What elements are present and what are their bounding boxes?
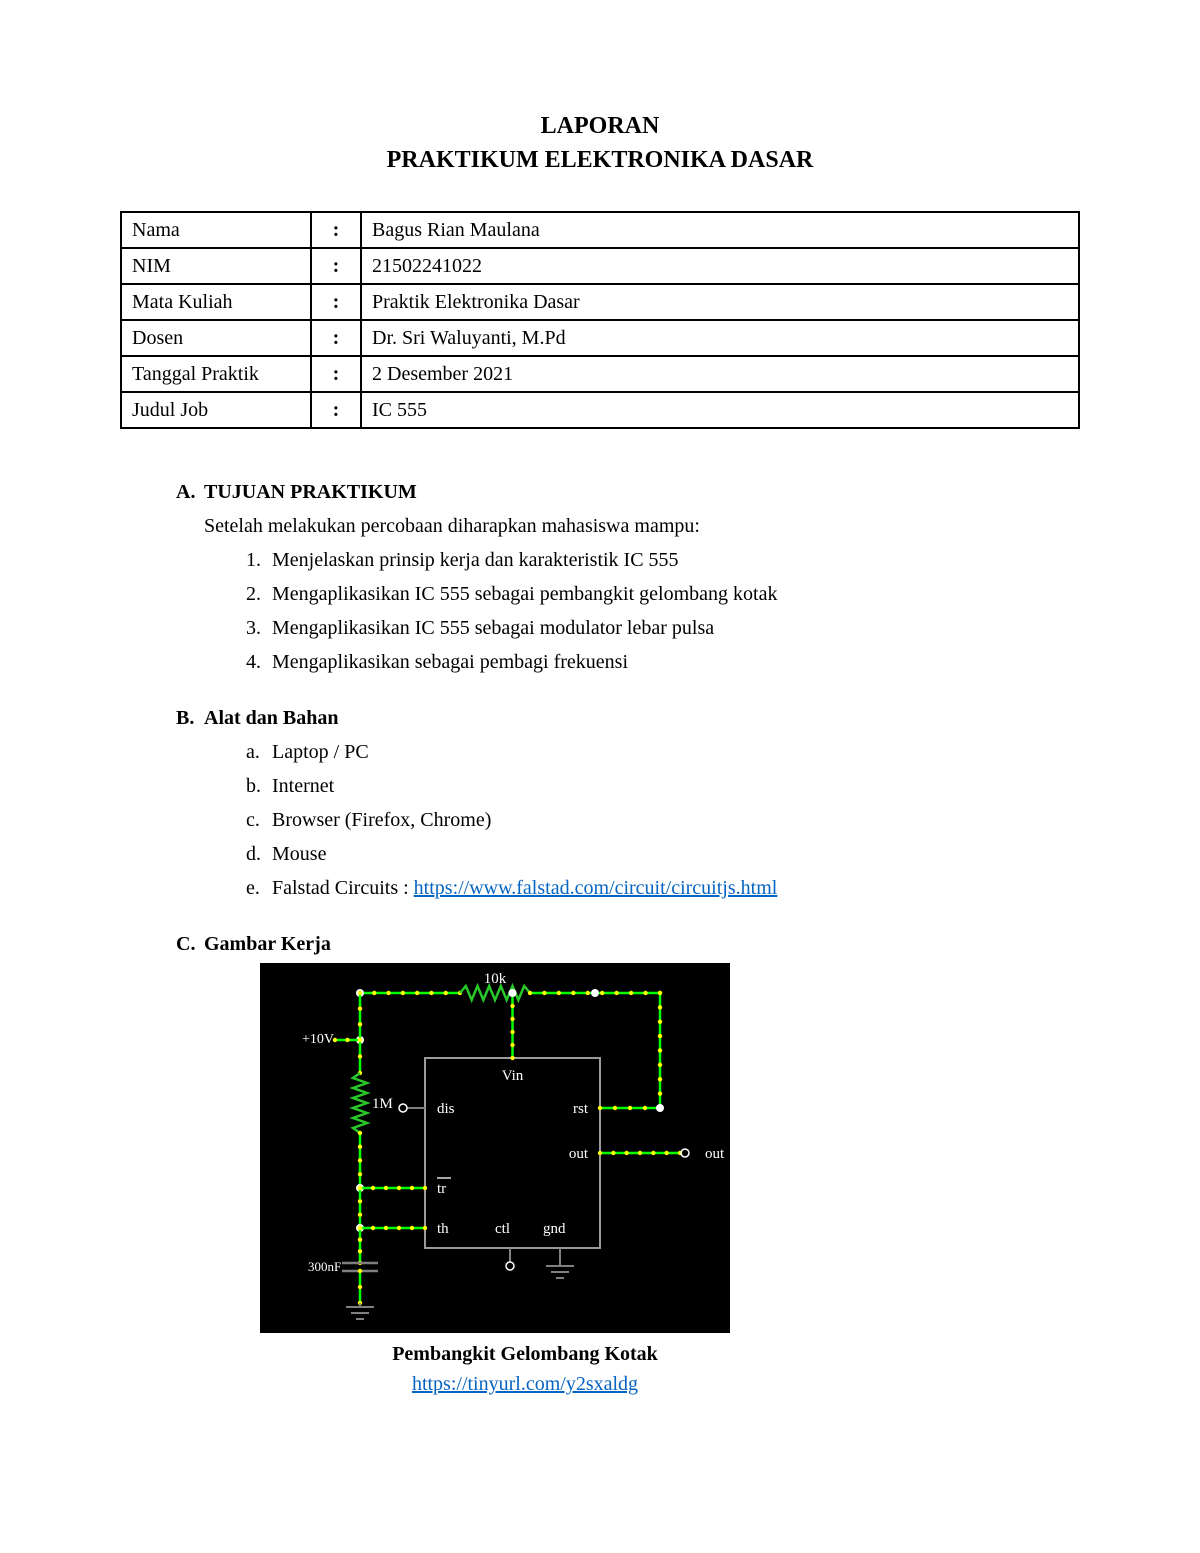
title-line-1: LAPORAN bbox=[120, 110, 1080, 144]
list-text: Falstad Circuits : bbox=[272, 877, 414, 899]
list-text: Mengaplikasikan sebagai pembagi frekuens… bbox=[272, 651, 628, 673]
section-title: TUJUAN PRAKTIKUM bbox=[204, 481, 417, 503]
list-text: Mouse bbox=[272, 843, 326, 865]
info-label: Nama bbox=[121, 212, 311, 248]
info-row: Dosen:Dr. Sri Waluyanti, M.Pd bbox=[121, 320, 1079, 356]
svg-text:ctl: ctl bbox=[495, 1221, 510, 1237]
svg-text:+10V: +10V bbox=[302, 1032, 334, 1047]
list-marker: 1. bbox=[246, 545, 272, 575]
list-marker: 3. bbox=[246, 613, 272, 643]
info-row: Judul Job:IC 555 bbox=[121, 392, 1079, 428]
info-value: Praktik Elektronika Dasar bbox=[361, 284, 1079, 320]
info-value: Bagus Rian Maulana bbox=[361, 212, 1079, 248]
info-row: NIM:21502241022 bbox=[121, 248, 1079, 284]
info-colon: : bbox=[311, 356, 361, 392]
list-marker: 4. bbox=[246, 647, 272, 677]
document-title: LAPORAN PRAKTIKUM ELEKTRONIKA DASAR bbox=[120, 110, 1080, 177]
section-marker: B. bbox=[176, 703, 204, 733]
info-value: 21502241022 bbox=[361, 248, 1079, 284]
info-label: Tanggal Praktik bbox=[121, 356, 311, 392]
svg-text:1M: 1M bbox=[372, 1096, 393, 1112]
circuit-diagram: Vin dis rst out tr th ctl gnd 10k +10V 1M 300nF out bbox=[260, 963, 730, 1333]
section-marker: C. bbox=[176, 929, 204, 959]
list-item: b.Internet bbox=[246, 771, 1080, 801]
info-colon: : bbox=[311, 248, 361, 284]
svg-text:dis: dis bbox=[437, 1101, 455, 1117]
list-text: Mengaplikasikan IC 555 sebagai pembangki… bbox=[272, 583, 777, 605]
svg-text:out: out bbox=[705, 1146, 725, 1162]
svg-text:th: th bbox=[437, 1221, 449, 1237]
list-text: Laptop / PC bbox=[272, 741, 369, 763]
section-title: Gambar Kerja bbox=[204, 933, 331, 955]
list-text: Menjelaskan prinsip kerja dan karakteris… bbox=[272, 549, 679, 571]
list-text: Browser (Firefox, Chrome) bbox=[272, 809, 491, 831]
svg-text:300nF: 300nF bbox=[308, 1259, 341, 1274]
info-colon: : bbox=[311, 392, 361, 428]
info-row: Mata Kuliah:Praktik Elektronika Dasar bbox=[121, 284, 1079, 320]
svg-text:Vin: Vin bbox=[502, 1068, 524, 1084]
list-item: 1.Menjelaskan prinsip kerja dan karakter… bbox=[246, 545, 1080, 575]
section-c: C.Gambar Kerja Vin dis rst out tr th ctl gnd 10k… bbox=[120, 929, 1080, 1399]
section-a-heading: A.TUJUAN PRAKTIKUM bbox=[176, 477, 1080, 507]
info-colon: : bbox=[311, 284, 361, 320]
list-marker: b. bbox=[246, 771, 272, 801]
figure-caption: Pembangkit Gelombang Kotak https://tinyu… bbox=[260, 1339, 730, 1399]
info-row: Nama:Bagus Rian Maulana bbox=[121, 212, 1079, 248]
section-c-heading: C.Gambar Kerja bbox=[176, 929, 1080, 959]
list-item: 3.Mengaplikasikan IC 555 sebagai modulat… bbox=[246, 613, 1080, 643]
list-item: a.Laptop / PC bbox=[246, 737, 1080, 767]
section-a-intro: Setelah melakukan percobaan diharapkan m… bbox=[176, 511, 1080, 541]
info-colon: : bbox=[311, 212, 361, 248]
caption-link[interactable]: https://tinyurl.com/y2sxaldg bbox=[412, 1373, 638, 1395]
list-item: d.Mouse bbox=[246, 839, 1080, 869]
svg-text:tr: tr bbox=[437, 1181, 446, 1197]
svg-text:gnd: gnd bbox=[543, 1221, 566, 1237]
section-b-list: a.Laptop / PCb.Internetc.Browser (Firefo… bbox=[176, 737, 1080, 903]
caption-title: Pembangkit Gelombang Kotak bbox=[320, 1339, 730, 1369]
list-item: c.Browser (Firefox, Chrome) bbox=[246, 805, 1080, 835]
svg-text:rst: rst bbox=[573, 1101, 589, 1117]
list-marker: a. bbox=[246, 737, 272, 767]
info-label: Mata Kuliah bbox=[121, 284, 311, 320]
svg-text:out: out bbox=[569, 1146, 589, 1162]
title-line-2: PRAKTIKUM ELEKTRONIKA DASAR bbox=[120, 144, 1080, 178]
section-marker: A. bbox=[176, 477, 204, 507]
list-marker: 2. bbox=[246, 579, 272, 609]
info-value: 2 Desember 2021 bbox=[361, 356, 1079, 392]
section-a-list: 1.Menjelaskan prinsip kerja dan karakter… bbox=[176, 545, 1080, 677]
info-label: Dosen bbox=[121, 320, 311, 356]
section-a: A.TUJUAN PRAKTIKUM Setelah melakukan per… bbox=[120, 477, 1080, 677]
list-marker: e. bbox=[246, 873, 272, 903]
list-text: Internet bbox=[272, 775, 334, 797]
section-title: Alat dan Bahan bbox=[204, 707, 339, 729]
section-b: B.Alat dan Bahan a.Laptop / PCb.Internet… bbox=[120, 703, 1080, 903]
info-table: Nama:Bagus Rian MaulanaNIM:21502241022Ma… bbox=[120, 211, 1080, 429]
list-item: 4.Mengaplikasikan sebagai pembagi frekue… bbox=[246, 647, 1080, 677]
info-label: Judul Job bbox=[121, 392, 311, 428]
section-b-heading: B.Alat dan Bahan bbox=[176, 703, 1080, 733]
list-marker: d. bbox=[246, 839, 272, 869]
svg-text:10k: 10k bbox=[484, 971, 507, 987]
info-value: Dr. Sri Waluyanti, M.Pd bbox=[361, 320, 1079, 356]
info-value: IC 555 bbox=[361, 392, 1079, 428]
list-item: 2.Mengaplikasikan IC 555 sebagai pembang… bbox=[246, 579, 1080, 609]
info-row: Tanggal Praktik:2 Desember 2021 bbox=[121, 356, 1079, 392]
info-colon: : bbox=[311, 320, 361, 356]
list-item: e.Falstad Circuits : https://www.falstad… bbox=[246, 873, 1080, 903]
list-text: Mengaplikasikan IC 555 sebagai modulator… bbox=[272, 617, 714, 639]
info-label: NIM bbox=[121, 248, 311, 284]
list-marker: c. bbox=[246, 805, 272, 835]
external-link[interactable]: https://www.falstad.com/circuit/circuitj… bbox=[414, 877, 778, 899]
